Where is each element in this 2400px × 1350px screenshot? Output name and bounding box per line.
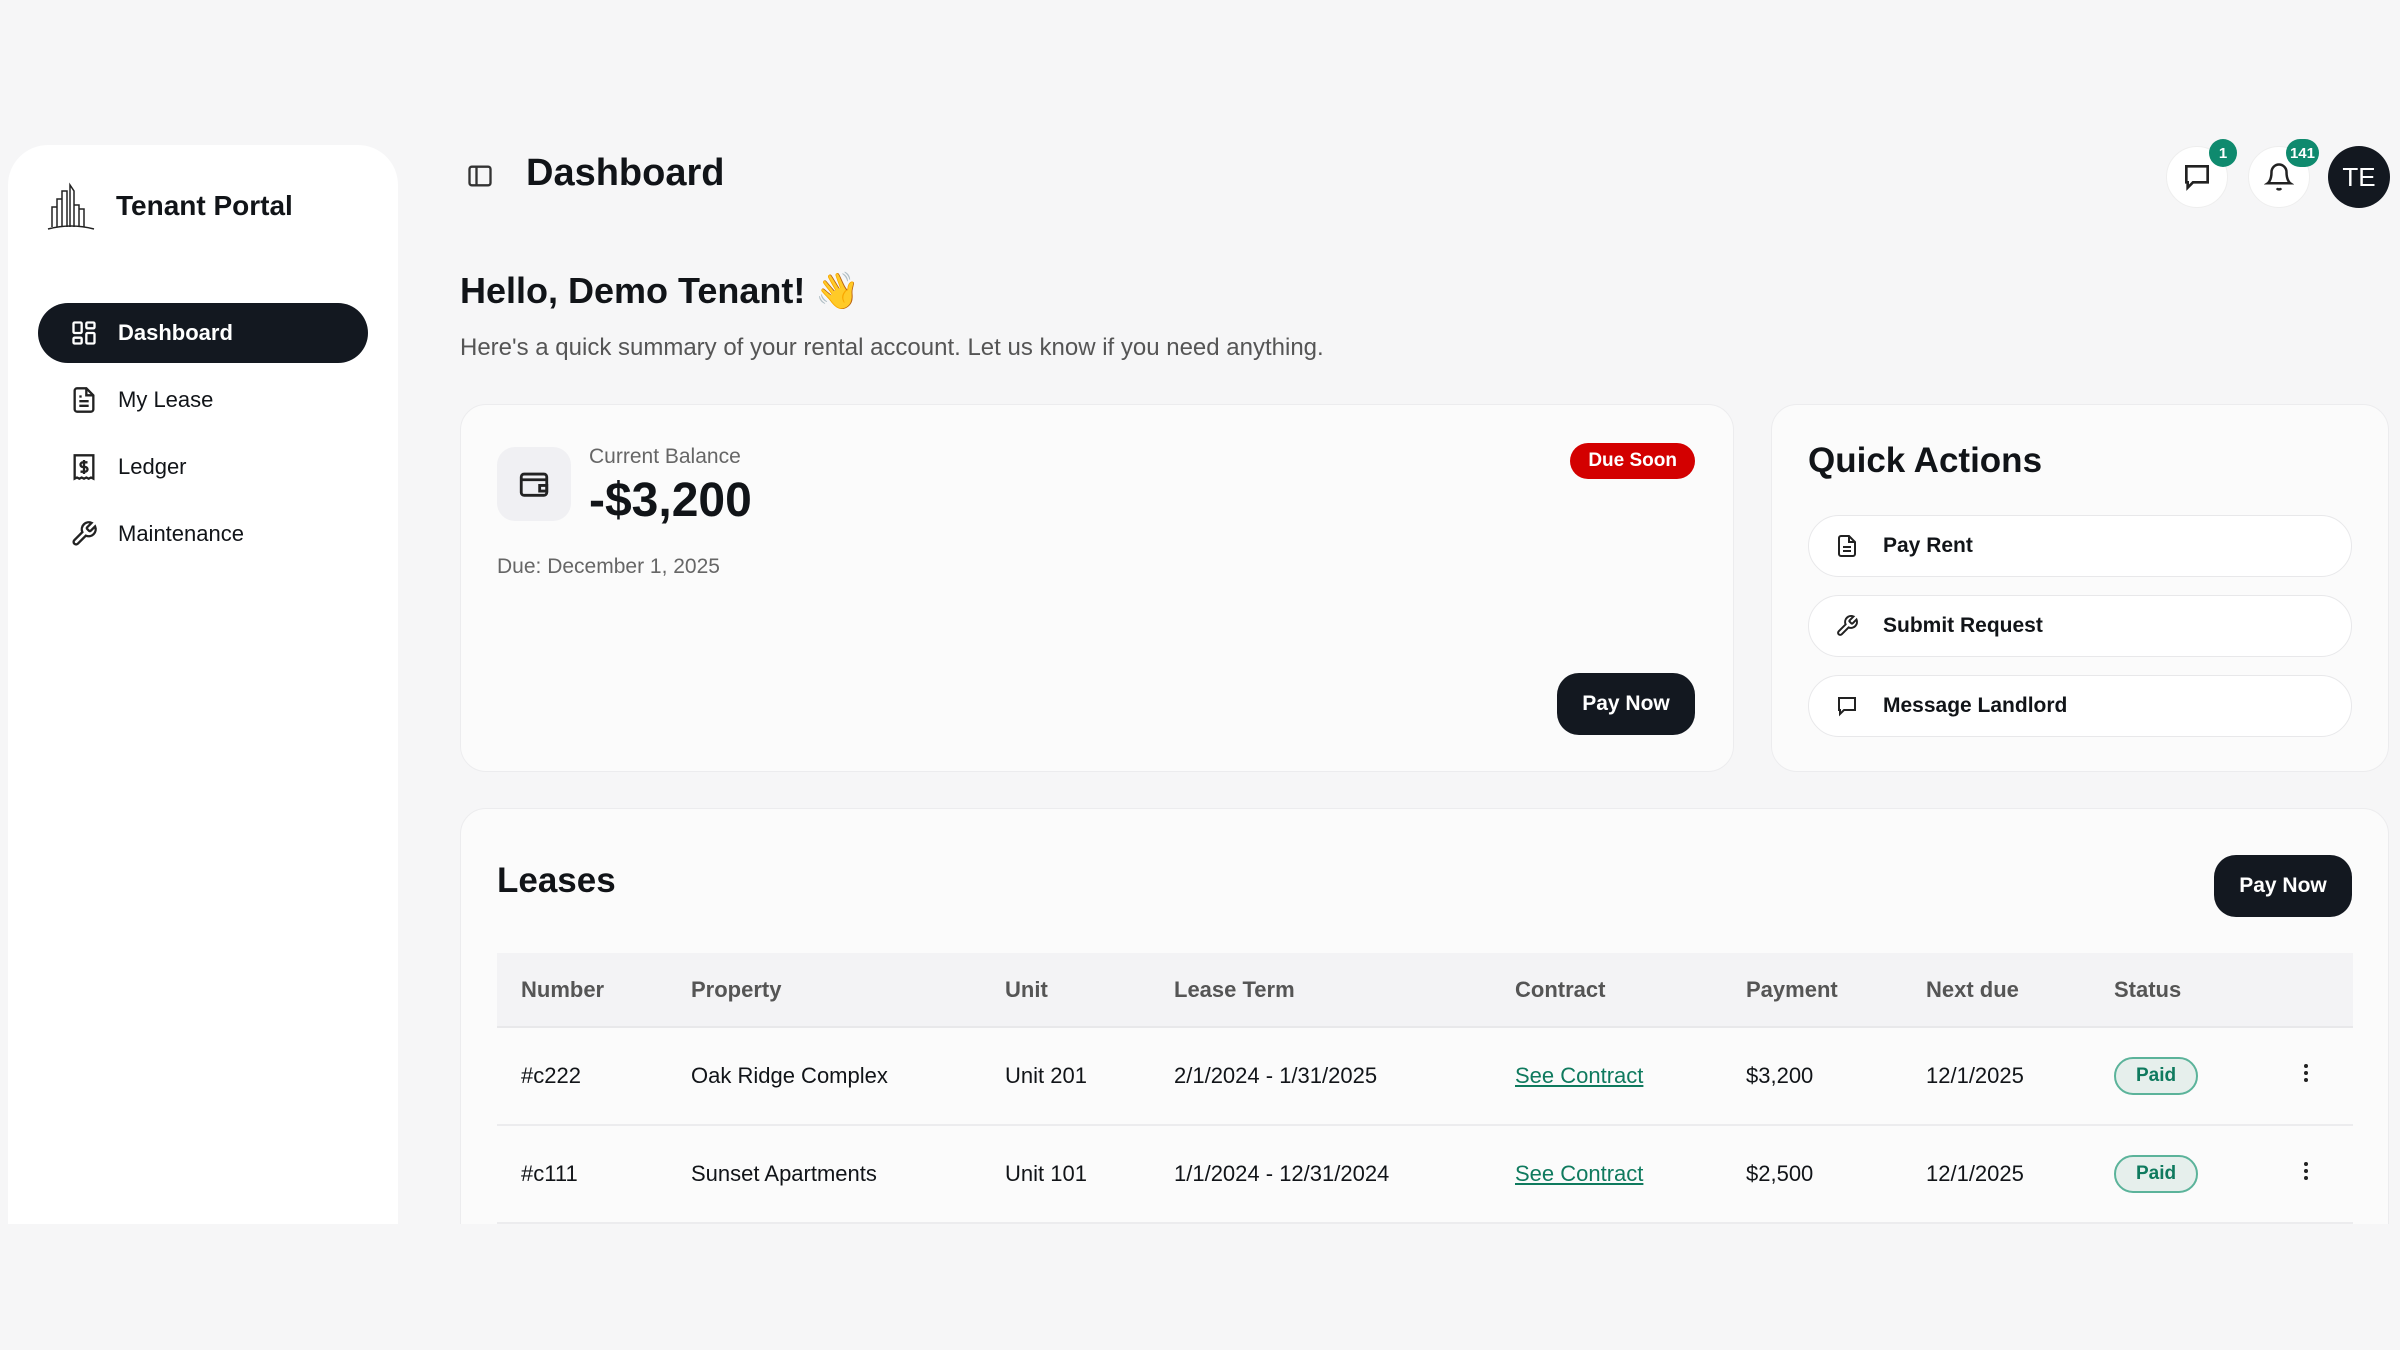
wallet-icon-box bbox=[497, 447, 571, 521]
leases-title: Leases bbox=[497, 861, 616, 900]
lease-payment: $2,500 bbox=[1722, 1125, 1902, 1224]
col-status[interactable]: Status bbox=[2090, 953, 2270, 1028]
sidebar-item-my-lease[interactable]: My Lease bbox=[38, 370, 368, 430]
wrench-icon bbox=[72, 521, 97, 546]
lease-number: #c111 bbox=[497, 1125, 667, 1224]
more-vertical-icon[interactable] bbox=[2294, 1061, 2318, 1085]
col-unit[interactable]: Unit bbox=[981, 953, 1150, 1028]
col-next-due[interactable]: Next due bbox=[1902, 953, 2090, 1028]
city-logo-icon bbox=[47, 182, 95, 230]
sidebar-item-label: My Lease bbox=[118, 387, 214, 412]
bell-icon bbox=[2264, 163, 2294, 191]
lease-number: #c222 bbox=[497, 1027, 667, 1126]
see-contract-link[interactable]: See Contract bbox=[1515, 1063, 1644, 1088]
col-payment[interactable]: Payment bbox=[1722, 953, 1902, 1028]
lease-next-due: 12/1/2025 bbox=[1902, 1125, 2090, 1224]
submit-request-button[interactable]: Submit Request bbox=[1808, 595, 2352, 657]
leases-table: Number Property Unit Lease Term Contract… bbox=[497, 953, 2353, 1224]
table-row: #c111 Sunset Apartments Unit 101 1/1/202… bbox=[497, 1125, 2353, 1224]
notifications-button[interactable]: 141 bbox=[2248, 139, 2319, 208]
col-lease-term[interactable]: Lease Term bbox=[1150, 953, 1491, 1028]
messages-button[interactable]: 1 bbox=[2166, 139, 2237, 208]
balance-card: Current Balance -$3,200 Due: December 1,… bbox=[460, 404, 1734, 772]
sidebar-item-maintenance[interactable]: Maintenance bbox=[38, 504, 368, 564]
sidebar-item-label: Dashboard bbox=[118, 320, 233, 345]
messages-badge: 1 bbox=[2209, 139, 2237, 167]
wallet-icon bbox=[519, 472, 549, 497]
due-date: Due: December 1, 2025 bbox=[497, 555, 720, 578]
action-label: Pay Rent bbox=[1883, 534, 1973, 557]
see-contract-link[interactable]: See Contract bbox=[1515, 1161, 1644, 1186]
greeting-subtitle: Here's a quick summary of your rental ac… bbox=[460, 334, 1324, 361]
sidebar-item-label: Maintenance bbox=[118, 521, 244, 546]
more-vertical-icon[interactable] bbox=[2294, 1159, 2318, 1183]
lease-next-due: 12/1/2025 bbox=[1902, 1027, 2090, 1126]
avatar[interactable]: TE bbox=[2328, 146, 2390, 208]
lease-property: Oak Ridge Complex bbox=[667, 1027, 981, 1126]
status-badge: Paid bbox=[2114, 1155, 2199, 1193]
grid-icon bbox=[72, 321, 96, 345]
col-property[interactable]: Property bbox=[667, 953, 981, 1028]
lease-payment: $3,200 bbox=[1722, 1027, 1902, 1126]
status-badge: Due Soon bbox=[1570, 443, 1695, 479]
status-badge: Paid bbox=[2114, 1057, 2199, 1095]
chat-icon bbox=[2185, 165, 2209, 191]
sidebar-item-dashboard[interactable]: Dashboard bbox=[38, 303, 368, 363]
quick-actions-card: Quick Actions Pay Rent Submit Request Me… bbox=[1771, 404, 2389, 772]
lease-term: 1/1/2024 - 12/31/2024 bbox=[1150, 1125, 1491, 1224]
page-title: Dashboard bbox=[526, 152, 725, 194]
lease-unit: Unit 201 bbox=[981, 1027, 1150, 1126]
lease-unit: Unit 101 bbox=[981, 1125, 1150, 1224]
sidebar-item-ledger[interactable]: Ledger bbox=[38, 437, 368, 497]
document-icon bbox=[73, 387, 95, 413]
balance-label: Current Balance bbox=[589, 445, 741, 468]
leases-pay-now-button[interactable]: Pay Now bbox=[2214, 855, 2352, 917]
chat-icon bbox=[1838, 697, 1856, 717]
sidebar-item-label: Ledger bbox=[118, 454, 187, 479]
sidebar-toggle-icon[interactable] bbox=[466, 162, 494, 190]
action-label: Message Landlord bbox=[1883, 694, 2068, 717]
brand[interactable]: Tenant Portal bbox=[46, 181, 293, 231]
action-label: Submit Request bbox=[1883, 614, 2043, 637]
notifications-badge: 141 bbox=[2285, 139, 2319, 167]
col-contract[interactable]: Contract bbox=[1491, 953, 1722, 1028]
col-number[interactable]: Number bbox=[497, 953, 667, 1028]
brand-name: Tenant Portal bbox=[116, 190, 293, 221]
pay-now-button[interactable]: Pay Now bbox=[1557, 673, 1695, 735]
receipt-dollar-icon bbox=[73, 454, 95, 481]
greeting-title: Hello, Demo Tenant! 👋 bbox=[460, 270, 861, 311]
lease-term: 2/1/2024 - 1/31/2025 bbox=[1150, 1027, 1491, 1126]
wrench-icon bbox=[1837, 615, 1858, 636]
sidebar: Tenant Portal Dashboard My Lease Ledger … bbox=[8, 145, 398, 1224]
table-row: #c222 Oak Ridge Complex Unit 201 2/1/202… bbox=[497, 1027, 2353, 1126]
balance-amount: -$3,200 bbox=[589, 474, 752, 527]
table-header: Number Property Unit Lease Term Contract… bbox=[497, 953, 2353, 1028]
message-landlord-button[interactable]: Message Landlord bbox=[1808, 675, 2352, 737]
leases-card: Leases Pay Now Number Property Unit Leas… bbox=[460, 808, 2389, 1224]
col-actions bbox=[2270, 953, 2353, 1028]
lease-property: Sunset Apartments bbox=[667, 1125, 981, 1224]
document-icon bbox=[1838, 535, 1856, 557]
quick-actions-title: Quick Actions bbox=[1808, 441, 2043, 480]
pay-rent-button[interactable]: Pay Rent bbox=[1808, 515, 2352, 577]
sidebar-nav: Dashboard My Lease Ledger Maintenance bbox=[38, 303, 368, 571]
